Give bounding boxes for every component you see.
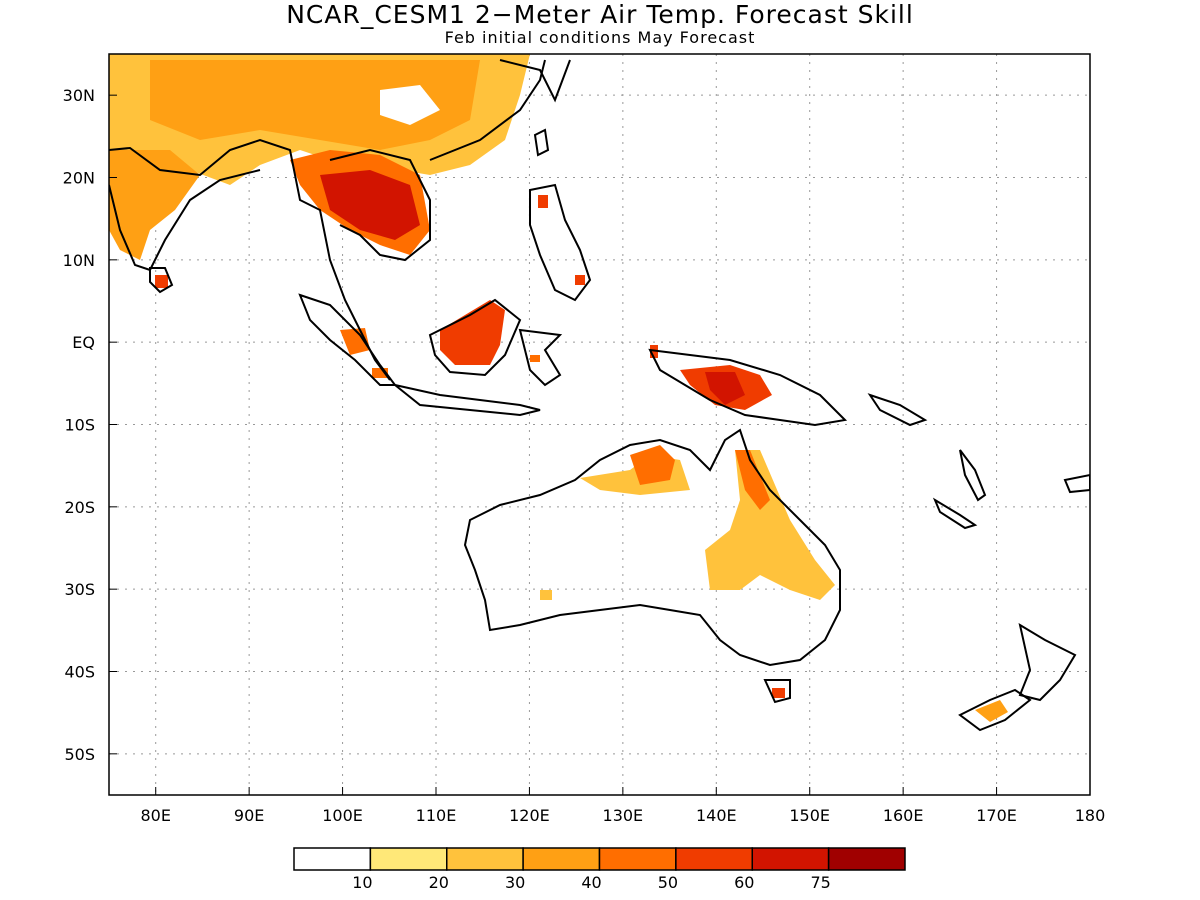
colorbar-label: 20 xyxy=(429,873,449,892)
shade-borneo xyxy=(440,300,505,365)
coast-java xyxy=(394,384,541,417)
colorbar-swatch xyxy=(522,847,601,871)
coast-fiji xyxy=(1063,473,1090,494)
coast-taiwan xyxy=(533,128,550,157)
colorbar-swatch xyxy=(598,847,677,871)
gridlines xyxy=(109,54,1090,795)
colorbar-label: 50 xyxy=(658,873,678,892)
colorbar: 10 20 30 40 50 60 75 xyxy=(293,847,906,892)
coastlines xyxy=(109,59,1090,732)
coast-new-guinea xyxy=(648,348,848,427)
coast-vanuatu xyxy=(959,449,987,502)
y-tick-label: 30S xyxy=(64,580,95,599)
colorbar-label: 10 xyxy=(352,873,372,892)
colorbar-label: 60 xyxy=(734,873,754,892)
shade-china-white xyxy=(380,85,440,125)
x-tick-label: 90E xyxy=(234,806,264,825)
y-tick-label: 20N xyxy=(63,169,95,188)
coast-indochina xyxy=(329,148,431,262)
coast-sumatra xyxy=(298,293,397,386)
x-tick-label: 130E xyxy=(603,806,644,825)
colorbar-swatch xyxy=(369,847,448,871)
shade-n-australia-core xyxy=(630,445,675,485)
y-tick-label: 50S xyxy=(64,745,95,764)
skill-shading xyxy=(109,54,1008,722)
coast-solomons xyxy=(867,393,928,427)
x-tick-label: 150E xyxy=(789,806,830,825)
coast-sri-lanka xyxy=(149,267,174,294)
coast-india xyxy=(109,169,261,272)
y-tick-label: 10S xyxy=(64,416,95,435)
shade-mindanao xyxy=(575,275,585,285)
y-tick-label: EQ xyxy=(72,333,95,352)
shade-new-zealand xyxy=(975,700,1008,722)
coast-new-zealand-south xyxy=(958,688,1032,732)
x-tick-label: 110E xyxy=(416,806,457,825)
y-tick-label: 40S xyxy=(64,663,95,682)
x-tick-label: 120E xyxy=(509,806,550,825)
shade-australia-south xyxy=(540,590,552,600)
y-tick-label: 20S xyxy=(64,498,95,517)
shade-e-australia-core xyxy=(735,450,770,510)
map-subtitle: Feb initial conditions May Forecast xyxy=(444,28,756,47)
shade-tasmania xyxy=(772,688,785,698)
shade-sri-lanka xyxy=(155,275,168,288)
coast-sulawesi xyxy=(518,328,563,387)
colorbar-swatch xyxy=(751,847,830,871)
colorbar-label: 30 xyxy=(505,873,525,892)
colorbar-swatch xyxy=(293,847,372,871)
map-title: NCAR_CESM1 2−Meter Air Temp. Forecast Sk… xyxy=(286,0,914,29)
coast-asia xyxy=(109,138,391,381)
shade-china-inner xyxy=(150,60,480,150)
colorbar-swatch xyxy=(827,847,906,871)
colorbar-label: 40 xyxy=(581,873,601,892)
y-tick-label: 10N xyxy=(63,251,95,270)
y-tick-label: 30N xyxy=(63,86,95,105)
shade-e-australia xyxy=(705,450,835,600)
x-axis: 80E 90E 100E 110E 120E 130E 140E 150E 160E 170E 18… xyxy=(140,787,1105,825)
colorbar-swatch xyxy=(675,847,753,871)
colorbar-label: 75 xyxy=(810,873,830,892)
coast-new-caledonia xyxy=(932,497,978,530)
coast-borneo xyxy=(428,298,522,377)
coast-philippines xyxy=(529,183,592,302)
x-tick-label: 80E xyxy=(140,806,170,825)
x-tick-label: 140E xyxy=(696,806,737,825)
x-tick-label: 170E xyxy=(976,806,1017,825)
coast-korea-japan xyxy=(499,59,571,103)
shade-india xyxy=(109,150,200,260)
coast-australia xyxy=(463,428,841,667)
shade-philippines xyxy=(538,195,548,208)
shade-new-guinea-core xyxy=(705,372,745,405)
shade-sulawesi xyxy=(530,355,540,362)
y-axis: 30N 20N 10N EQ 10S 20S 30S 40S 50S xyxy=(63,86,117,764)
x-tick-label: 100E xyxy=(322,806,363,825)
x-tick-label: 160E xyxy=(883,806,924,825)
shade-indochina-core xyxy=(320,170,420,240)
coast-new-zealand-north xyxy=(1018,622,1077,702)
x-tick-label: 180 xyxy=(1075,806,1106,825)
colorbar-swatch xyxy=(446,847,524,871)
coast-tasmania xyxy=(763,679,791,704)
